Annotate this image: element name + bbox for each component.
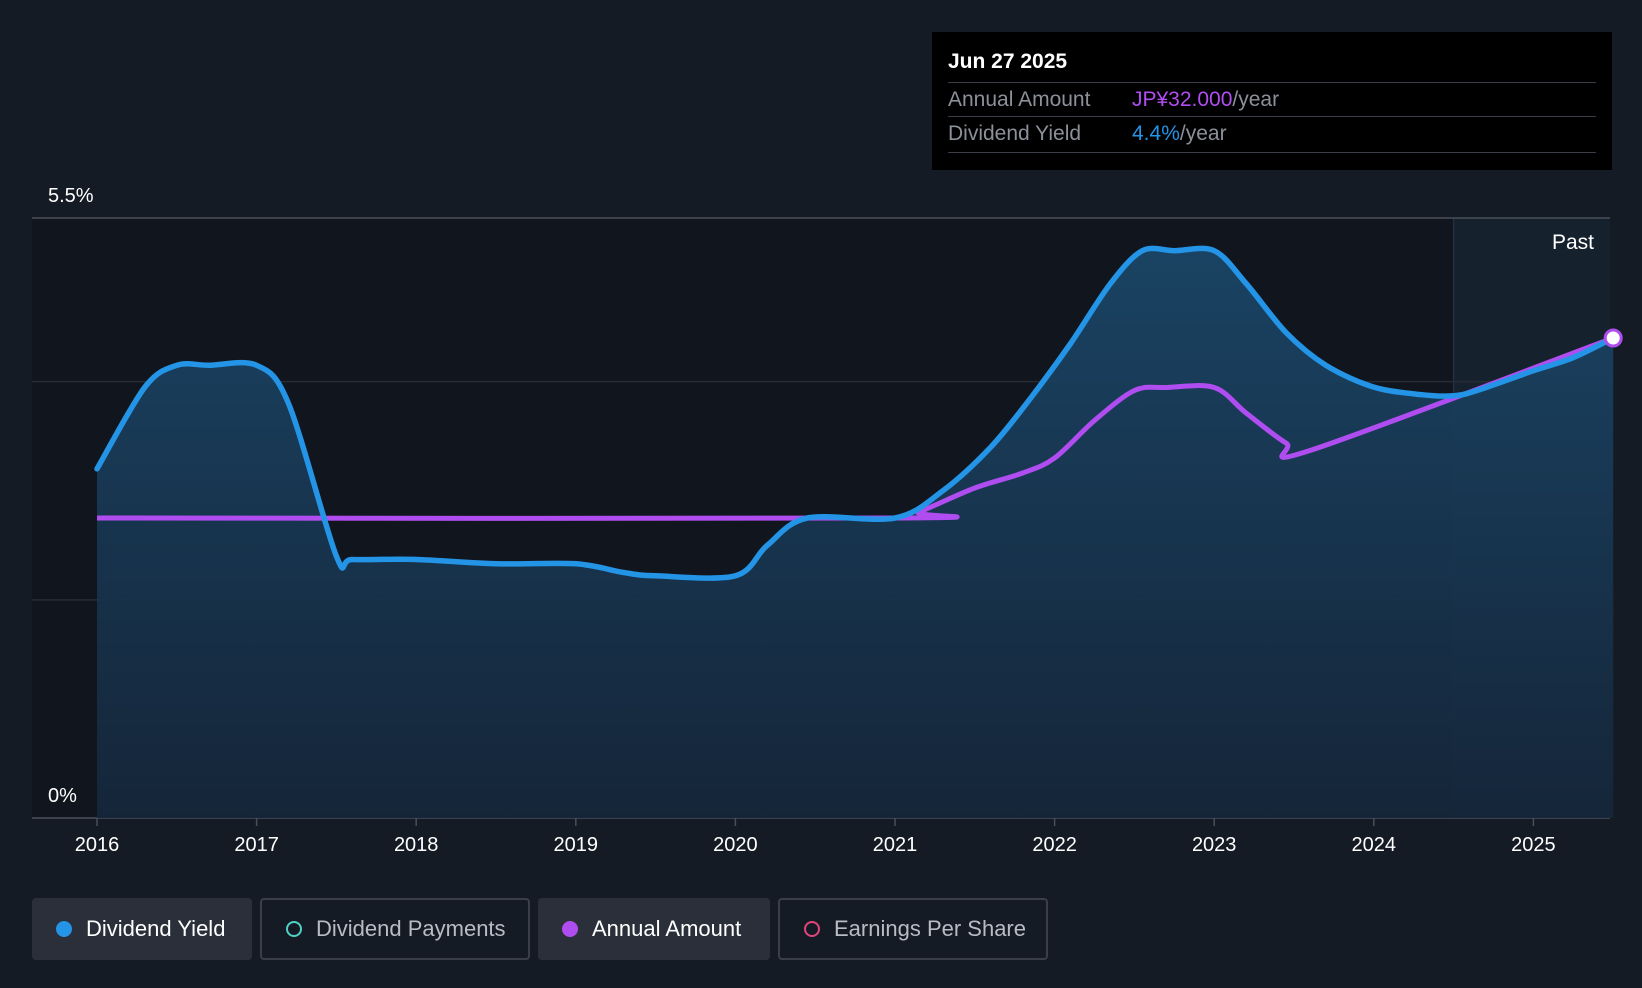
tooltip-row-dividend-yield: Dividend Yield 4.4%/year (948, 116, 1596, 151)
x-axis: 2016 2017 2018 2019 2020 2021 2022 2023 2024 2025 (75, 818, 1556, 856)
y-tick-label: 5.5% (48, 185, 94, 207)
dividend-yield-line (94, 245, 1616, 581)
x-tick-label: 2025 (1511, 834, 1556, 856)
x-tick-label: 2024 (1352, 834, 1397, 856)
legend-dividend-payments[interactable]: Dividend Payments (260, 898, 530, 960)
legend-label: Dividend Payments (316, 916, 506, 941)
tooltip-date: Jun 27 2025 (948, 50, 1068, 73)
legend-label: Annual Amount (592, 916, 742, 941)
x-tick-label: 2021 (873, 834, 918, 856)
legend-label: Earnings Per Share (834, 916, 1026, 941)
tooltip-label: Dividend Yield (948, 122, 1082, 145)
dividend-yield-area (97, 248, 1614, 818)
dividend-yield-dot-icon (56, 921, 72, 937)
tooltip-row-annual-amount: Annual Amount JP¥32.000/year (948, 82, 1596, 117)
x-tick-label: 2020 (713, 834, 758, 856)
y-axis: 5.5% 0% (48, 185, 94, 807)
past-label: Past (1552, 231, 1594, 254)
legend-annual-amount[interactable]: Annual Amount (538, 898, 770, 960)
x-tick-label: 2022 (1032, 834, 1077, 856)
tooltip-label: Annual Amount (948, 88, 1091, 111)
tooltip-value: JP¥32.000 (1132, 88, 1233, 111)
earnings-per-share-dot-icon (804, 921, 820, 937)
legend-dividend-yield[interactable]: Dividend Yield (32, 898, 252, 960)
dividend-payments-dot-icon (286, 921, 302, 937)
x-tick-label: 2016 (75, 834, 120, 856)
annual-amount-dot-icon (562, 921, 578, 937)
y-tick-label: 0% (48, 785, 77, 807)
tooltip-value: 4.4% (1132, 122, 1180, 145)
x-tick-label: 2019 (554, 834, 599, 856)
tooltip-unit: /year (1179, 122, 1227, 145)
tooltip-unit: /year (1232, 88, 1280, 111)
x-tick-label: 2018 (394, 834, 439, 856)
x-tick-label: 2017 (234, 834, 279, 856)
current-value-marker[interactable] (1603, 328, 1623, 348)
tooltip: Jun 27 2025 Annual Amount JP¥32.000/year… (932, 32, 1612, 170)
legend-label: Dividend Yield (86, 916, 226, 941)
tooltip-divider (948, 152, 1596, 153)
legend-earnings-per-share[interactable]: Earnings Per Share (778, 898, 1048, 960)
x-tick-label: 2023 (1192, 834, 1237, 856)
